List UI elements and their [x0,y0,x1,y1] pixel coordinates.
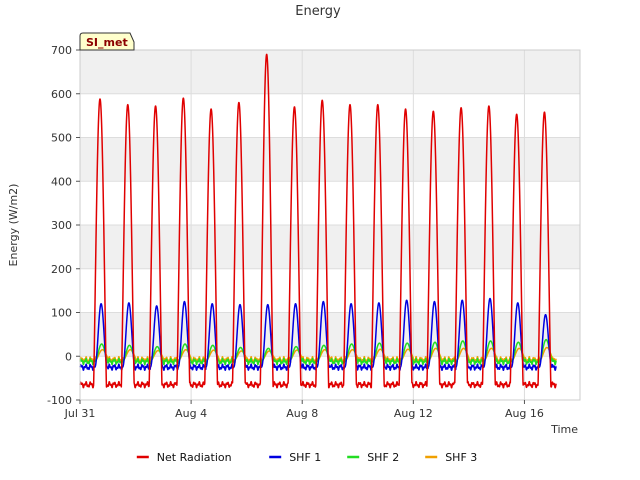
band [80,312,580,357]
y-tick-label: 0 [65,350,72,363]
site-label-badge: SI_met [79,32,135,51]
y-tick-label: 200 [51,263,72,276]
x-tick-label: Aug 8 [286,407,318,420]
y-tick-label: 300 [51,219,72,232]
band [80,50,580,94]
x-tick-label: Jul 31 [64,407,96,420]
axes: -100 0 100 200 300 400 500 600 700 Jul 31 Aug 4 Aug… [47,44,581,420]
legend-label: Net Radiation [157,451,232,464]
y-tick-label: 100 [51,307,72,320]
chart-title: Energy [295,4,341,19]
series-line-net-radiation [79,53,557,389]
legend-item: SHF 2 [347,451,399,464]
legend-item: SHF 1 [269,451,321,464]
y-axis-label: Energy (W/m2) [7,184,20,267]
legend-item: Net Radiation [136,451,232,464]
x-tick-label: Aug 16 [505,407,544,420]
series-line-shf-1 [79,297,557,371]
legend-item: SHF 3 [425,451,477,464]
band [80,137,580,182]
y-tick-label: 600 [51,88,72,101]
legend: Net Radiation SHF 1 SHF 2 SHF 3 [136,451,477,464]
x-axis-label: Time [550,423,578,436]
y-tick-label: -100 [47,394,72,407]
x-tick-label: Aug 12 [394,407,433,420]
band [80,225,580,269]
x-tick-label: Aug 4 [175,407,207,420]
legend-label: SHF 1 [289,451,321,464]
site-label: SI_met [86,36,128,49]
legend-label: SHF 3 [445,451,477,464]
y-tick-label: 500 [51,132,72,145]
legend-label: SHF 2 [367,451,399,464]
y-tick-label: 400 [51,175,72,188]
y-tick-label: 700 [51,44,72,57]
series-layer [79,53,557,389]
